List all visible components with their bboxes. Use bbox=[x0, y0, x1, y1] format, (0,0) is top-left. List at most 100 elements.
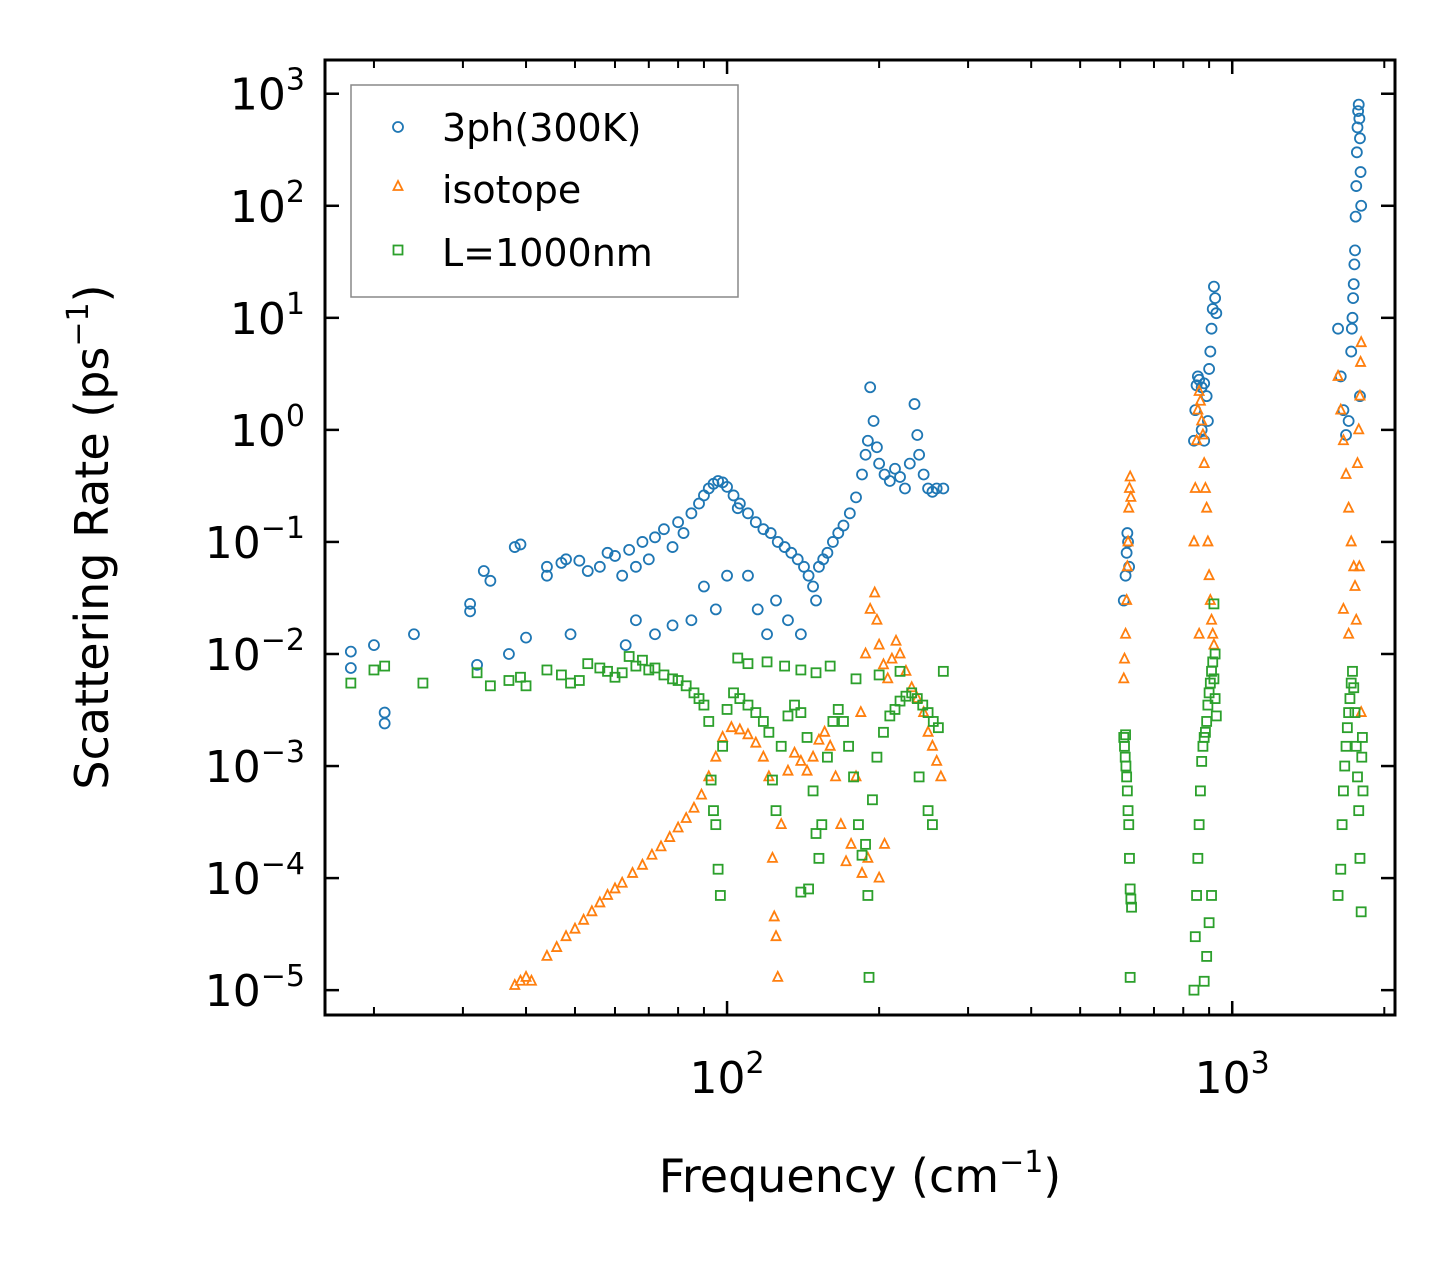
data-point bbox=[1124, 883, 1136, 895]
data-point bbox=[908, 398, 921, 410]
data-point bbox=[616, 875, 629, 888]
data-point bbox=[705, 774, 717, 786]
data-point bbox=[899, 482, 911, 495]
data-point bbox=[768, 909, 781, 922]
data-point bbox=[795, 886, 807, 898]
data-point bbox=[540, 948, 553, 961]
data-point bbox=[816, 819, 828, 831]
y-tick-label: 10−2 bbox=[205, 623, 305, 681]
data-point bbox=[560, 929, 572, 942]
data-point bbox=[873, 669, 885, 681]
y-tick-label: 100 bbox=[230, 399, 305, 457]
data-point bbox=[1340, 466, 1353, 479]
data-point bbox=[379, 660, 391, 672]
data-point bbox=[645, 847, 658, 860]
data-point bbox=[1339, 760, 1351, 772]
data-point bbox=[867, 415, 880, 427]
data-point bbox=[850, 491, 862, 504]
data-point bbox=[775, 740, 787, 752]
data-point bbox=[503, 675, 515, 686]
data-point bbox=[708, 805, 719, 817]
legend-entry-3ph: 3ph(300K) bbox=[392, 106, 641, 150]
data-point bbox=[1345, 322, 1358, 335]
data-point bbox=[1349, 244, 1361, 257]
data-point bbox=[1350, 740, 1362, 752]
data-point bbox=[922, 805, 934, 817]
data-point bbox=[594, 662, 606, 674]
data-point bbox=[714, 890, 726, 901]
legend-frame bbox=[350, 84, 739, 298]
data-point bbox=[922, 724, 935, 737]
data-point bbox=[672, 820, 685, 833]
data-point bbox=[763, 726, 775, 738]
data-point bbox=[1347, 665, 1358, 677]
data-point bbox=[1204, 345, 1217, 358]
data-point bbox=[609, 550, 621, 562]
data-point bbox=[1352, 98, 1365, 111]
data-point bbox=[767, 774, 778, 786]
data-point bbox=[649, 628, 661, 641]
data-point bbox=[1209, 292, 1222, 305]
data-point bbox=[1341, 722, 1353, 734]
plot-area bbox=[344, 98, 1369, 996]
data-point bbox=[655, 839, 667, 852]
data-point bbox=[1355, 906, 1367, 918]
data-point bbox=[1192, 852, 1204, 864]
data-point bbox=[868, 585, 881, 598]
data-point bbox=[822, 751, 833, 763]
data-point bbox=[742, 699, 754, 711]
data-point bbox=[717, 740, 729, 752]
data-point bbox=[742, 569, 754, 582]
data-point bbox=[1209, 693, 1221, 704]
data-point bbox=[1352, 105, 1365, 117]
data-point bbox=[795, 707, 807, 718]
data-point bbox=[926, 738, 939, 751]
data-point bbox=[1195, 413, 1208, 426]
data-point bbox=[779, 660, 791, 672]
data-point bbox=[721, 480, 733, 493]
data-point bbox=[1349, 707, 1361, 718]
data-point bbox=[616, 667, 628, 679]
y-tick-label: 101 bbox=[230, 287, 305, 345]
data-point bbox=[782, 763, 794, 776]
data-point bbox=[894, 665, 906, 677]
data-point bbox=[616, 569, 629, 582]
data-point bbox=[677, 527, 690, 539]
data-point bbox=[685, 507, 698, 520]
data-point bbox=[1351, 456, 1364, 469]
data-point bbox=[1118, 651, 1131, 664]
data-point bbox=[860, 838, 871, 850]
data-point bbox=[862, 890, 874, 901]
data-point bbox=[861, 434, 874, 447]
data-point bbox=[629, 560, 642, 573]
data-point bbox=[871, 751, 883, 763]
data-point bbox=[1188, 534, 1200, 547]
data-point bbox=[417, 677, 429, 689]
data-point bbox=[520, 631, 532, 644]
data-point bbox=[1342, 415, 1355, 427]
data-point bbox=[601, 887, 614, 900]
data-point bbox=[643, 664, 655, 676]
data-point bbox=[672, 516, 684, 529]
data-point bbox=[1123, 819, 1135, 831]
data-point bbox=[1355, 335, 1368, 348]
data-point bbox=[734, 693, 746, 704]
data-point bbox=[541, 664, 553, 676]
data-point bbox=[666, 619, 679, 632]
data-point bbox=[368, 639, 380, 652]
data-point bbox=[680, 680, 692, 692]
data-point bbox=[569, 921, 581, 934]
data-point bbox=[680, 811, 693, 823]
data-point bbox=[854, 705, 867, 717]
data-point bbox=[1121, 771, 1133, 783]
data-point bbox=[368, 664, 380, 676]
data-point bbox=[801, 732, 813, 743]
data-point bbox=[1340, 740, 1352, 752]
data-point bbox=[1202, 699, 1214, 711]
data-point bbox=[934, 769, 947, 782]
data-point bbox=[477, 565, 490, 577]
data-point bbox=[1347, 292, 1360, 305]
data-point bbox=[619, 639, 632, 652]
data-point bbox=[484, 574, 497, 587]
data-point bbox=[859, 646, 872, 659]
